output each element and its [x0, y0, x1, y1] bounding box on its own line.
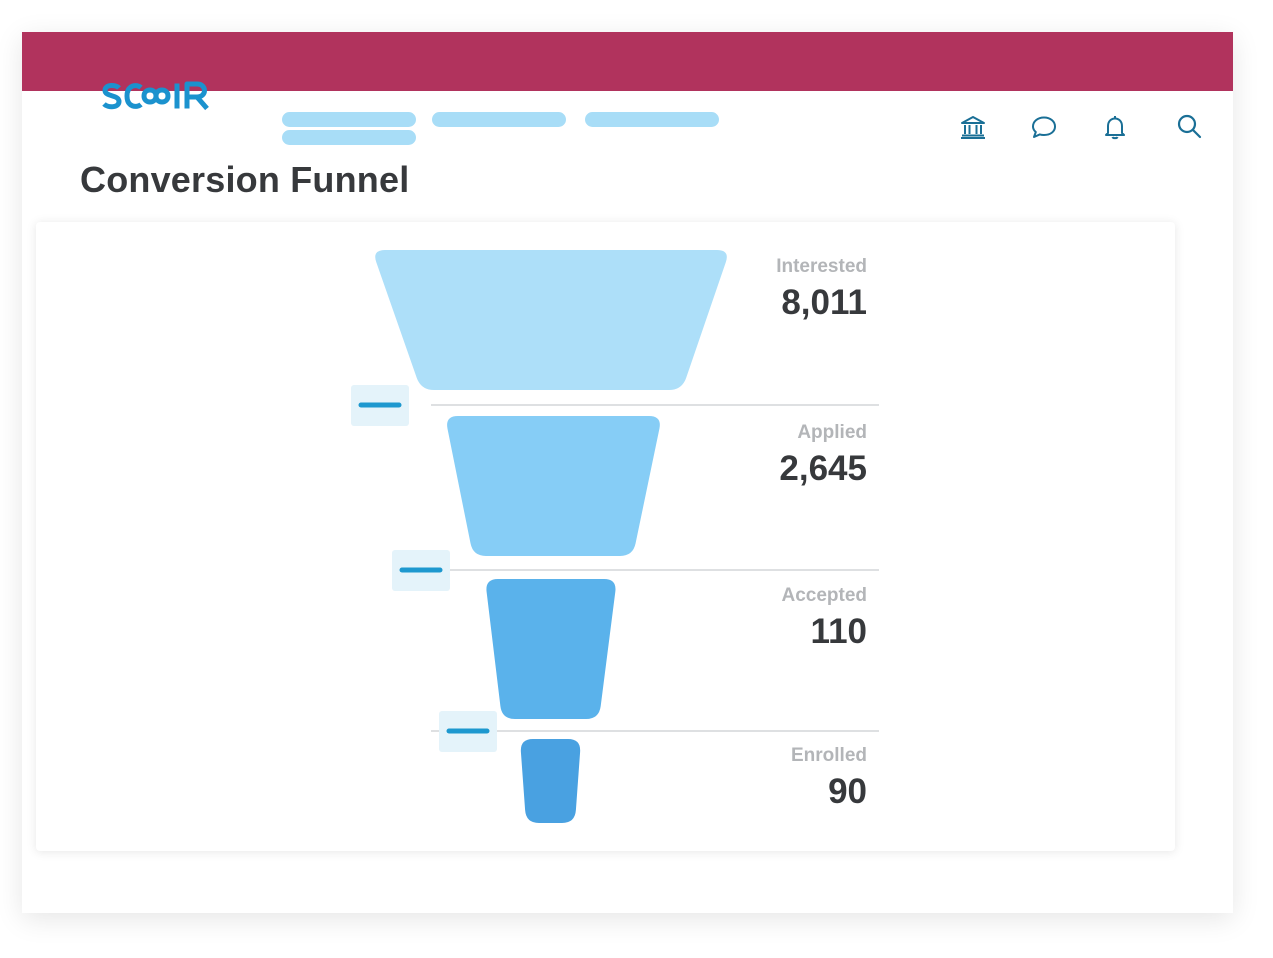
stage-value-accepted: 110: [811, 612, 867, 651]
collapse-toggle-1[interactable]: [351, 385, 409, 426]
page-title: Conversion Funnel: [80, 159, 410, 200]
nav-placeholder-2[interactable]: [432, 112, 566, 127]
stage-label-accepted: Accepted: [781, 585, 867, 606]
collapse-toggle-2[interactable]: [392, 550, 450, 591]
chat-icon[interactable]: [1031, 114, 1057, 140]
collapse-toggle-3[interactable]: [439, 711, 497, 752]
nav-placeholder-1b[interactable]: [282, 130, 416, 145]
stage-label-applied: Applied: [797, 422, 867, 443]
stage-label-enrolled: Enrolled: [791, 745, 867, 766]
scoir-logo[interactable]: [101, 78, 217, 114]
bell-icon[interactable]: [1102, 114, 1128, 140]
funnel-stage-applied[interactable]: [447, 416, 660, 556]
funnel-stage-enrolled[interactable]: [520, 739, 581, 823]
nav-placeholder-3[interactable]: [585, 112, 719, 127]
nav-placeholder-1a[interactable]: [282, 112, 416, 127]
search-icon[interactable]: [1176, 113, 1202, 139]
stage-value-applied: 2,645: [779, 449, 867, 488]
funnel-stage-accepted[interactable]: [486, 579, 616, 719]
funnel-card: Interested 8,011 Applied 2,645 Accepted 110 En…: [36, 222, 1175, 851]
stage-value-enrolled: 90: [828, 772, 867, 811]
header-accent-bar: [22, 32, 1233, 91]
stage-label-interested: Interested: [776, 256, 867, 277]
funnel-stage-interested[interactable]: [375, 250, 727, 390]
funnel-chart: Interested 8,011 Applied 2,645 Accepted 110 En…: [351, 250, 879, 823]
stage-value-interested: 8,011: [781, 283, 867, 322]
institution-icon[interactable]: [960, 114, 986, 140]
